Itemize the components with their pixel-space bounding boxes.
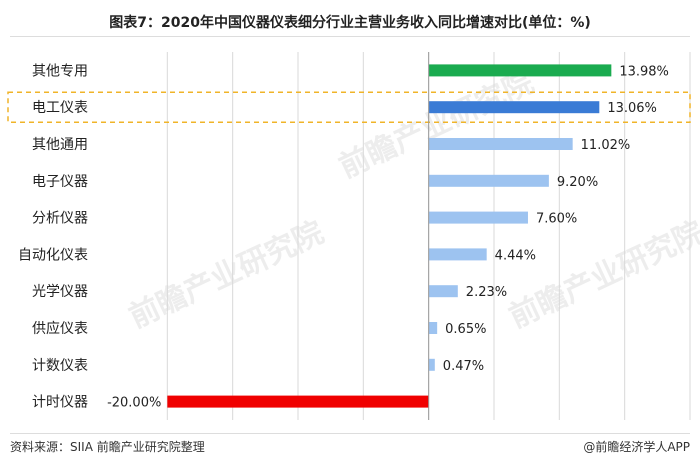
category-label: 光学仪器: [32, 284, 88, 300]
bar: [428, 358, 435, 371]
data-label: 7.60%: [536, 212, 577, 227]
highlight-box: [7, 91, 691, 123]
data-label: 0.65%: [445, 322, 486, 337]
category-label: 供应仪表: [32, 320, 88, 337]
bar: [428, 322, 438, 334]
data-label: 13.06%: [607, 101, 657, 116]
data-label: -20.00%: [107, 396, 161, 411]
category-label: 计时仪器: [32, 395, 88, 411]
source-note: 资料来源：SIIA 前瞻产业研究院整理: [10, 440, 205, 454]
chart-title: 图表7：2020年中国仪器仪表细分行业主营业务收入同比增速对比(单位：%): [109, 15, 591, 31]
data-label: 0.47%: [443, 359, 484, 374]
data-label: 13.98%: [619, 64, 669, 79]
footer-divider: [10, 433, 690, 434]
category-label: 分析仪器: [32, 211, 88, 227]
category-label: 电工仪表: [32, 100, 88, 116]
title-divider: [10, 36, 690, 37]
bar: [428, 248, 487, 261]
data-label: 2.23%: [466, 285, 507, 300]
category-label: 电子仪器: [32, 174, 88, 190]
category-label: 计数仪表: [32, 358, 88, 374]
data-label: 11.02%: [581, 138, 631, 153]
bar: [428, 174, 549, 187]
category-label: 其他专用: [32, 63, 88, 79]
bar: [428, 211, 528, 224]
bar: [428, 101, 600, 114]
bar: [167, 395, 429, 408]
data-label: 9.20%: [557, 175, 598, 190]
category-label: 其他通用: [32, 137, 88, 153]
data-label: 4.44%: [495, 248, 536, 263]
brand-note: @前瞻经济学人APP: [583, 440, 690, 454]
category-label: 自动化仪表: [18, 247, 88, 263]
bar: [428, 138, 573, 150]
bar: [428, 64, 612, 77]
bar: [428, 285, 458, 298]
